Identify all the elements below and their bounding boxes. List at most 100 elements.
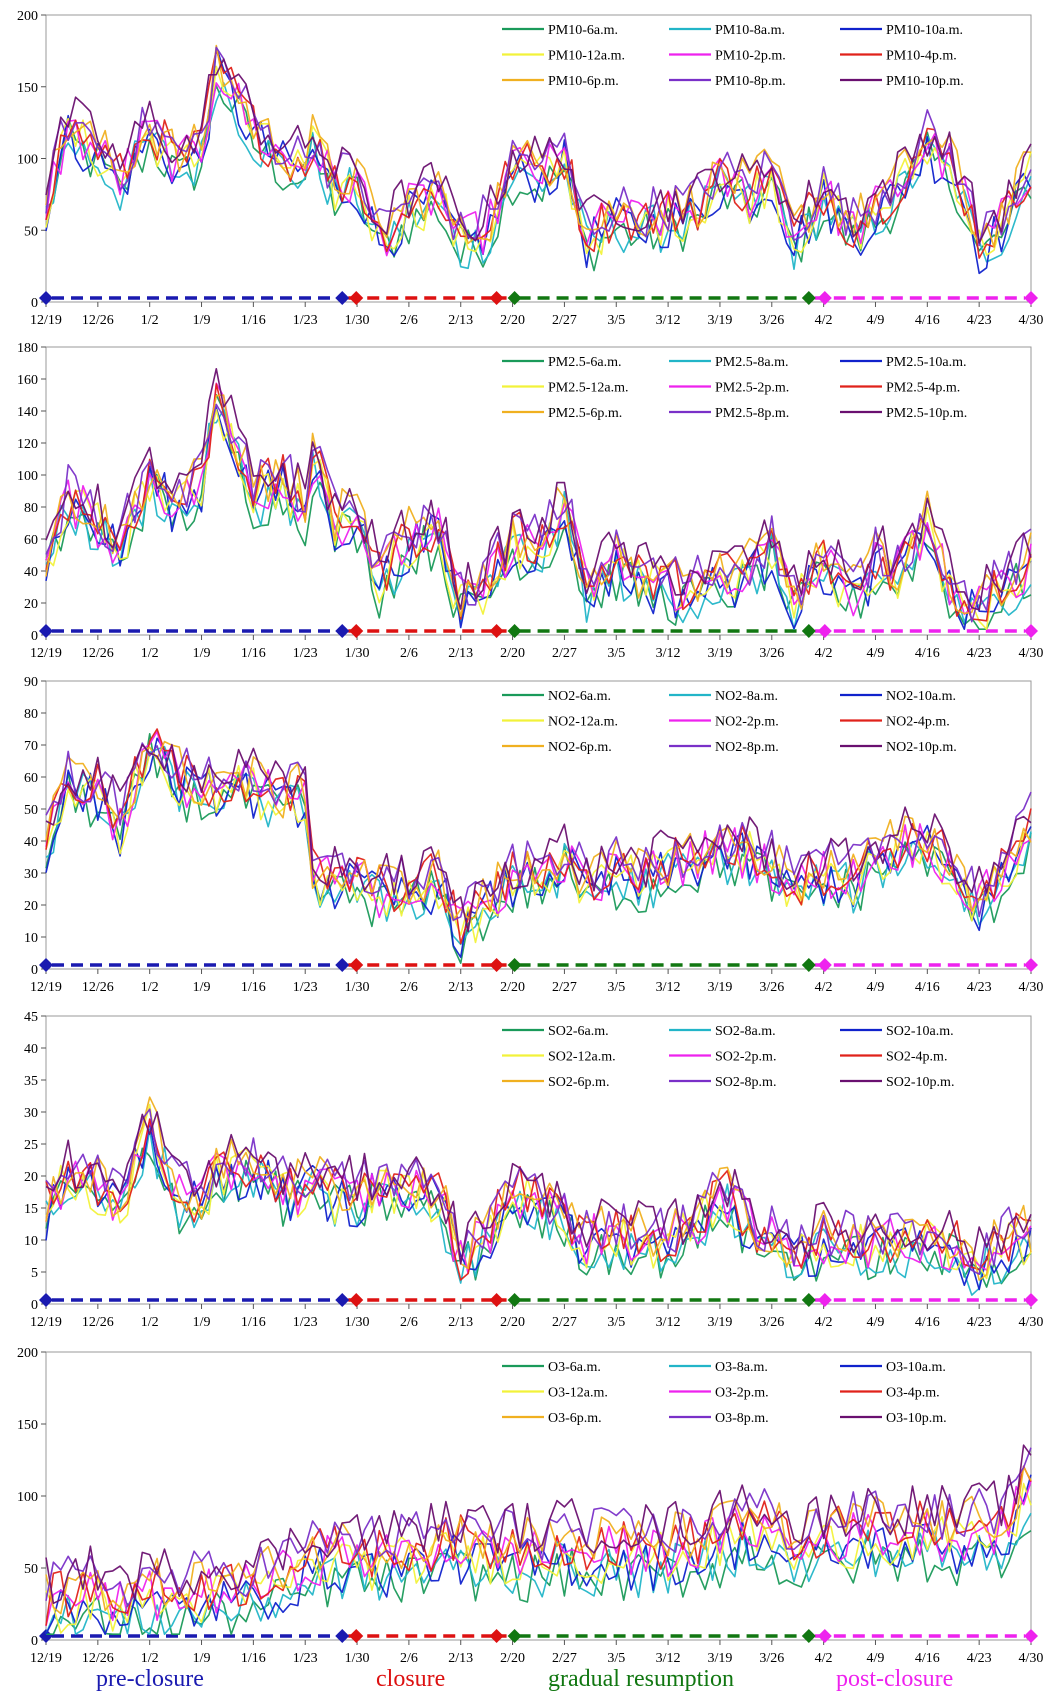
y-tick-label: 30: [24, 867, 38, 882]
series-line-pm2-5-10p-m: [45, 367, 1032, 611]
x-tick-label: 12/19: [30, 313, 62, 328]
x-tick-label: 3/19: [708, 1315, 733, 1330]
phase-marker: [489, 1629, 504, 1643]
legend-entry-pm10-12a-m: PM10-12a.m.: [548, 49, 625, 64]
phase-marker: [349, 1293, 364, 1307]
legend-entry-so2-6p-m: SO2-6p.m.: [548, 1075, 609, 1090]
phase-marker: [349, 958, 364, 972]
x-tick-label: 1/30: [345, 1315, 370, 1330]
legend-entry-o3-12a-m: O3-12a.m.: [548, 1386, 608, 1401]
x-tick-label: 1/9: [193, 313, 211, 328]
x-tick-label: 4/23: [967, 1315, 992, 1330]
series-line-so2-6a-m: [45, 1147, 1032, 1288]
legend-entry-pm10-6p-m: PM10-6p.m.: [548, 74, 619, 89]
x-tick-label: 3/26: [759, 980, 784, 995]
chart-panel-pm10: 0 50 100 150 200 12/19 12/26 1/2 1/9 1/16 1/23 1/30…: [17, 9, 1043, 328]
y-tick-label: 70: [24, 739, 38, 754]
x-tick-label: 4/9: [867, 646, 885, 661]
legend-entry-no2-2p-m: NO2-2p.m.: [715, 715, 779, 730]
x-tick-label: 1/16: [241, 313, 266, 328]
x-tick-label: 1/9: [193, 1651, 211, 1666]
phase-marker: [39, 1293, 53, 1307]
plot-frame: [45, 1351, 1032, 1641]
phase-marker: [507, 291, 522, 305]
x-tick-label: 3/12: [656, 646, 681, 661]
x-tick-label: 4/23: [967, 646, 992, 661]
x-tick-label: 4/30: [1019, 646, 1044, 661]
x-tick-label: 1/2: [141, 1651, 159, 1666]
x-tick-label: 2/20: [500, 313, 525, 328]
legend-entry-pm2-5-10p-m: PM2.5-10p.m.: [886, 406, 967, 421]
legend-entry-no2-10p-m: NO2-10p.m.: [886, 740, 957, 755]
phase-marker: [489, 291, 504, 305]
y-tick-label: 30: [24, 1106, 38, 1121]
x-tick-label: 4/9: [867, 980, 885, 995]
phase-label-post-closure: post-closure: [836, 1666, 954, 1692]
phase-marker: [507, 1293, 522, 1307]
x-tick-label: 1/30: [345, 646, 370, 661]
phase-marker: [507, 958, 522, 972]
x-tick-label: 3/19: [708, 1651, 733, 1666]
phase-marker: [801, 1293, 816, 1307]
y-tick-label: 40: [24, 835, 38, 850]
phase-marker: [335, 958, 350, 972]
x-tick-label: 1/9: [193, 646, 211, 661]
phase-label-closure: closure: [376, 1666, 446, 1692]
legend-entry-pm2-5-8a-m: PM2.5-8a.m.: [715, 355, 789, 370]
phase-marker: [817, 624, 832, 638]
series-line-pm10-8p-m: [45, 46, 1032, 247]
x-tick-label: 4/2: [815, 980, 833, 995]
phase-marker: [507, 1629, 522, 1643]
series-line-o3-4p-m: [45, 1465, 1032, 1626]
x-tick-label: 4/23: [967, 313, 992, 328]
x-tick-label: 1/23: [293, 980, 318, 995]
series-line-pm10-12a-m: [45, 65, 1032, 256]
legend-entry-o3-6a-m: O3-6a.m.: [548, 1360, 601, 1375]
y-tick-label: 0: [31, 963, 38, 978]
legend-entry-so2-8a-m: SO2-8a.m.: [715, 1024, 776, 1039]
x-tick-label: 4/23: [967, 1651, 992, 1666]
series-line-no2-10p-m: [45, 743, 1032, 933]
x-tick-label: 1/16: [241, 980, 266, 995]
legend-entry-o3-2p-m: O3-2p.m.: [715, 1386, 769, 1401]
plot-frame: [45, 680, 1032, 970]
legend-entry-no2-6a-m: NO2-6a.m.: [548, 689, 611, 704]
legend-entry-o3-4p-m: O3-4p.m.: [886, 1386, 940, 1401]
x-tick-label: 2/27: [552, 1315, 577, 1330]
legend-entry-pm2-5-6a-m: PM2.5-6a.m.: [548, 355, 622, 370]
x-tick-label: 3/12: [656, 1651, 681, 1666]
x-tick-label: 4/16: [915, 1315, 940, 1330]
series-line-pm2-5-10a-m: [45, 406, 1032, 631]
x-tick-label: 4/16: [915, 980, 940, 995]
y-tick-label: 0: [31, 629, 38, 644]
legend-entry-o3-10p-m: O3-10p.m.: [886, 1411, 947, 1426]
x-tick-label: 3/26: [759, 1651, 784, 1666]
x-tick-label: 4/2: [815, 1651, 833, 1666]
x-tick-label: 2/6: [400, 313, 418, 328]
phase-marker: [507, 624, 522, 638]
legend-entry-so2-6a-m: SO2-6a.m.: [548, 1024, 609, 1039]
x-tick-label: 1/9: [193, 980, 211, 995]
series-line-so2-8a-m: [45, 1128, 1032, 1296]
phase-marker: [1024, 1629, 1038, 1643]
phase-marker: [39, 1629, 53, 1643]
x-tick-label: 3/5: [607, 313, 625, 328]
series-line-pm10-8a-m: [45, 82, 1032, 271]
phase-marker: [817, 958, 832, 972]
x-tick-label: 3/5: [607, 980, 625, 995]
x-tick-label: 4/30: [1019, 980, 1044, 995]
series-line-no2-6p-m: [45, 740, 1032, 922]
series-line-pm2-5-8a-m: [45, 408, 1032, 631]
y-tick-label: 0: [31, 1298, 38, 1313]
phase-marker: [1024, 958, 1038, 972]
phase-marker: [349, 1629, 364, 1643]
y-tick-label: 20: [24, 597, 38, 612]
legend-entry-no2-6p-m: NO2-6p.m.: [548, 740, 612, 755]
x-tick-label: 2/27: [552, 313, 577, 328]
legend-entry-o3-8a-m: O3-8a.m.: [715, 1360, 768, 1375]
x-tick-label: 12/19: [30, 646, 62, 661]
phase-marker: [801, 291, 816, 305]
phase-marker: [801, 958, 816, 972]
x-tick-label: 1/30: [345, 1651, 370, 1666]
series-line-pm2-5-6a-m: [45, 393, 1032, 631]
